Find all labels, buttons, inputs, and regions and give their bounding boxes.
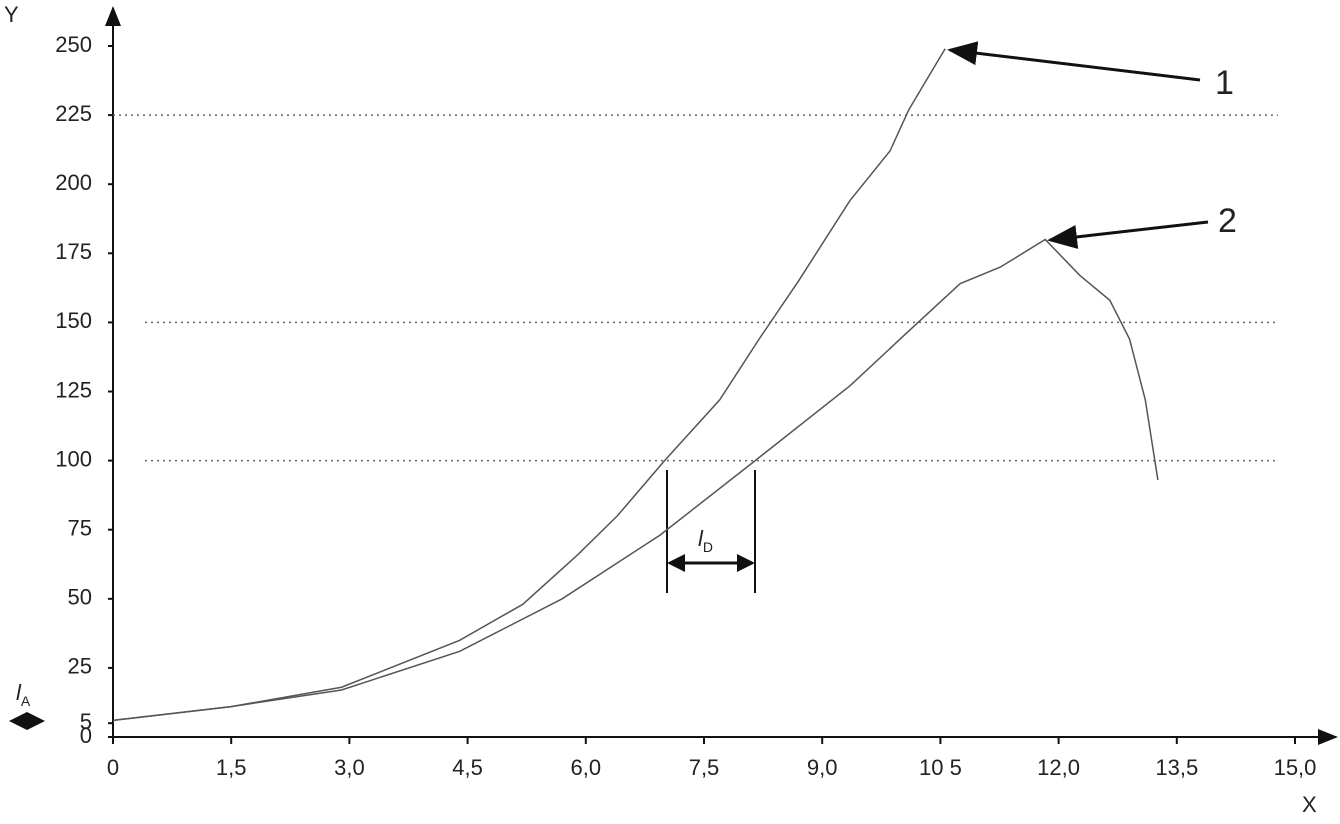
x-tick-label: 7,5 bbox=[689, 755, 720, 780]
x-tick-label: 0 bbox=[107, 755, 119, 780]
y-tick-label: 5 bbox=[80, 709, 92, 734]
y-tick-label: 100 bbox=[55, 446, 92, 471]
x-tick-label: 4,5 bbox=[452, 755, 483, 780]
dimension-sub: D bbox=[703, 539, 713, 555]
x-tick-label: 3,0 bbox=[334, 755, 365, 780]
x-tick-label: 10 5 bbox=[919, 755, 962, 780]
y-tick-label: 25 bbox=[68, 654, 92, 679]
curve-label: 2 bbox=[1218, 202, 1237, 240]
x-tick-label: 6,0 bbox=[571, 755, 602, 780]
y-axis-label: Y bbox=[4, 2, 19, 27]
y-tick-label: 150 bbox=[55, 308, 92, 333]
dimension-sub: A bbox=[21, 693, 31, 709]
y-tick-label: 200 bbox=[55, 170, 92, 195]
y-tick-label: 125 bbox=[55, 377, 92, 402]
y-tick-label: 175 bbox=[55, 239, 92, 264]
y-tick-label: 225 bbox=[55, 101, 92, 126]
y-tick-label: 0 bbox=[80, 723, 92, 748]
series-line bbox=[112, 48, 946, 722]
x-tick-label: 15,0 bbox=[1274, 755, 1317, 780]
dimension-label: lA bbox=[16, 680, 31, 709]
y-tick-label: 250 bbox=[55, 32, 92, 57]
series-line bbox=[112, 238, 1159, 722]
x-tick-label: 13,5 bbox=[1155, 755, 1198, 780]
pointer-arrow bbox=[1047, 220, 1209, 249]
x-tick-label: 1,5 bbox=[216, 755, 247, 780]
x-tick-label: 9,0 bbox=[807, 755, 838, 780]
dimension-label: l bbox=[16, 680, 22, 705]
x-tick-label: 12,0 bbox=[1037, 755, 1080, 780]
y-tick-label: 50 bbox=[68, 585, 92, 610]
y-tick-label: 75 bbox=[68, 516, 92, 541]
dimension-label: l bbox=[698, 526, 704, 551]
curve-label: 1 bbox=[1215, 64, 1234, 102]
dimension-label: lD bbox=[698, 526, 713, 555]
pointer-arrow bbox=[947, 41, 1201, 82]
x-axis-label: X bbox=[1302, 792, 1317, 817]
